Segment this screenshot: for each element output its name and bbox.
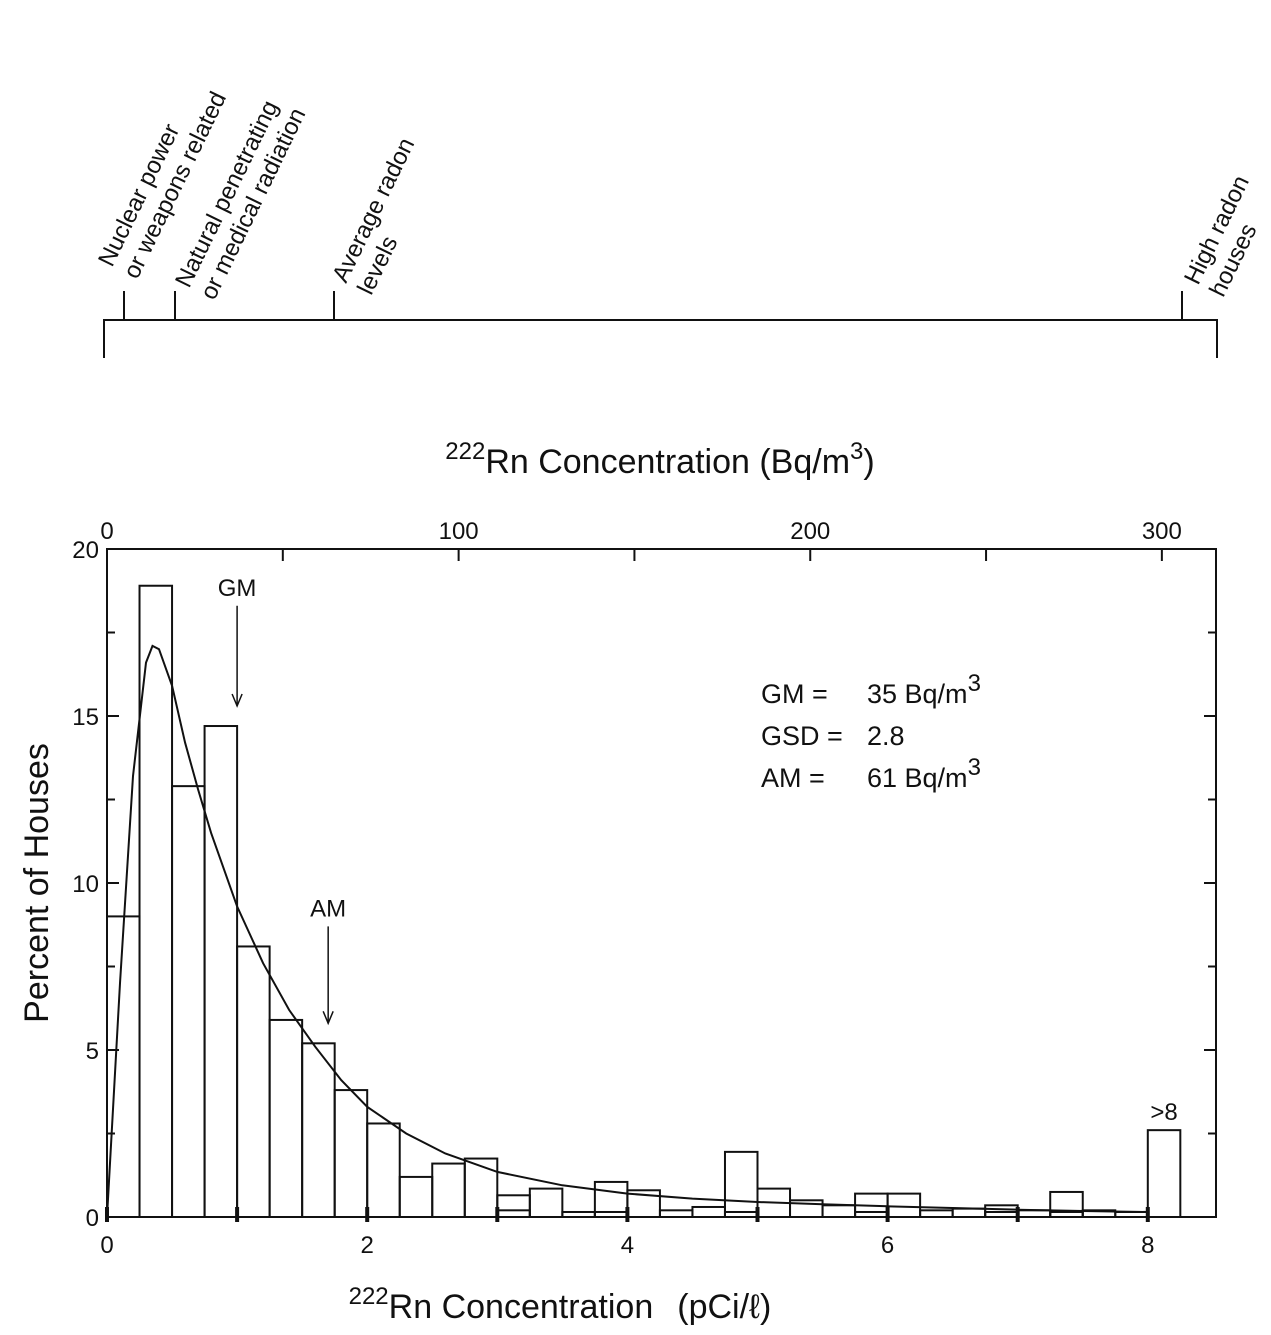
y-tick-label: 0: [86, 1205, 99, 1232]
scale-marker-label: High radon houses: [1179, 165, 1271, 301]
histogram-bar: [691, 1205, 726, 1218]
histogram-bar: [106, 915, 141, 1219]
y-tick-label: 20: [72, 537, 99, 564]
histogram-bar: [366, 1122, 401, 1218]
histogram-bar: [431, 1162, 466, 1219]
stat-am: AM = 61 Bq/m3: [761, 754, 981, 793]
stats-block: GM = 35 Bq/m3 GSD = 2.8 AM = 61 Bq/m3: [761, 670, 981, 793]
annotation-arrow-head: [231, 693, 243, 708]
y-tick-label: 5: [86, 1038, 99, 1065]
scale-bracket: [103, 319, 1218, 358]
histogram-bars: [106, 584, 1182, 1219]
histogram-bar-step: [984, 1210, 1019, 1218]
histogram-bar: [528, 1187, 564, 1218]
histogram-bar: [236, 945, 271, 1219]
stat-gsd: GSD = 2.8: [761, 721, 905, 751]
y-axis-label: Percent of Houses: [18, 743, 56, 1023]
lognormal-fit-curve: [106, 644, 1148, 1218]
y-tick-label: 15: [72, 704, 99, 731]
top-tick-label: 200: [790, 518, 830, 545]
histogram-bar: [333, 1089, 369, 1218]
x-axis-label: 222Rn Concentration (pCi/ℓ): [349, 1283, 772, 1326]
histogram-bar: [268, 1018, 304, 1218]
histogram-bar-step: [496, 1209, 531, 1218]
histogram-bar: [886, 1192, 922, 1218]
histogram-bar: [203, 725, 239, 1219]
top-tick-label: 300: [1142, 518, 1182, 545]
histogram-bar: [658, 1209, 694, 1218]
annotation-arrow-head: [322, 1010, 334, 1026]
overflow-bin-label: >8: [1150, 1099, 1177, 1126]
annotation-label: AM: [310, 895, 346, 922]
histogram-bar: [398, 1175, 434, 1219]
histogram-bar: [821, 1204, 857, 1219]
exposure-scale-diagram: Nuclear power or weapons related Natural…: [93, 88, 1271, 358]
top-tick-label: 0: [100, 518, 113, 545]
histogram-bar: [919, 1209, 954, 1218]
top-tick-label: 100: [439, 518, 479, 545]
histogram-bar: [171, 785, 206, 1218]
histogram-bar: [951, 1207, 987, 1219]
histogram-bar: [463, 1157, 499, 1219]
histogram-bar: [1049, 1190, 1084, 1218]
histogram-bar: [1016, 1209, 1052, 1218]
stat-gm: GM = 35 Bq/m3: [761, 670, 981, 709]
histogram-bar: [1146, 1129, 1182, 1219]
histogram-bar: [723, 1150, 759, 1218]
annotation-label: GM: [218, 575, 257, 602]
x-tick-label: 2: [361, 1232, 374, 1259]
histogram-bar: [561, 1210, 596, 1218]
annotations: GM AM >8: [218, 575, 1178, 1126]
top-axis-title: 222Rn Concentration (Bq/m3): [445, 438, 874, 481]
histogram-bar-step: [723, 1210, 759, 1218]
histogram-bar-step: [1049, 1210, 1084, 1218]
histogram-bar: [496, 1194, 531, 1219]
histogram-bar-step: [593, 1210, 629, 1218]
histogram-bar: [626, 1189, 661, 1219]
x-tick-label: 6: [881, 1232, 894, 1259]
histogram-bar-step: [854, 1210, 889, 1218]
plot-frame: [106, 548, 1217, 1218]
x-tick-label: 0: [100, 1232, 113, 1259]
y-tick-label: 10: [72, 871, 99, 898]
histogram-bar: [301, 1042, 336, 1218]
x-tick-label: 4: [621, 1232, 634, 1259]
x-tick-label: 8: [1141, 1232, 1154, 1259]
scale-marker-label: Average radon levels: [327, 128, 448, 299]
